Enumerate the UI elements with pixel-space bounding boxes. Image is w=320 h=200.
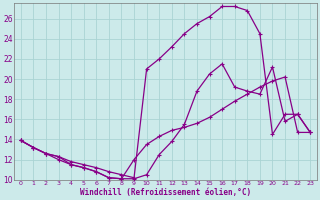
X-axis label: Windchill (Refroidissement éolien,°C): Windchill (Refroidissement éolien,°C) — [80, 188, 251, 197]
